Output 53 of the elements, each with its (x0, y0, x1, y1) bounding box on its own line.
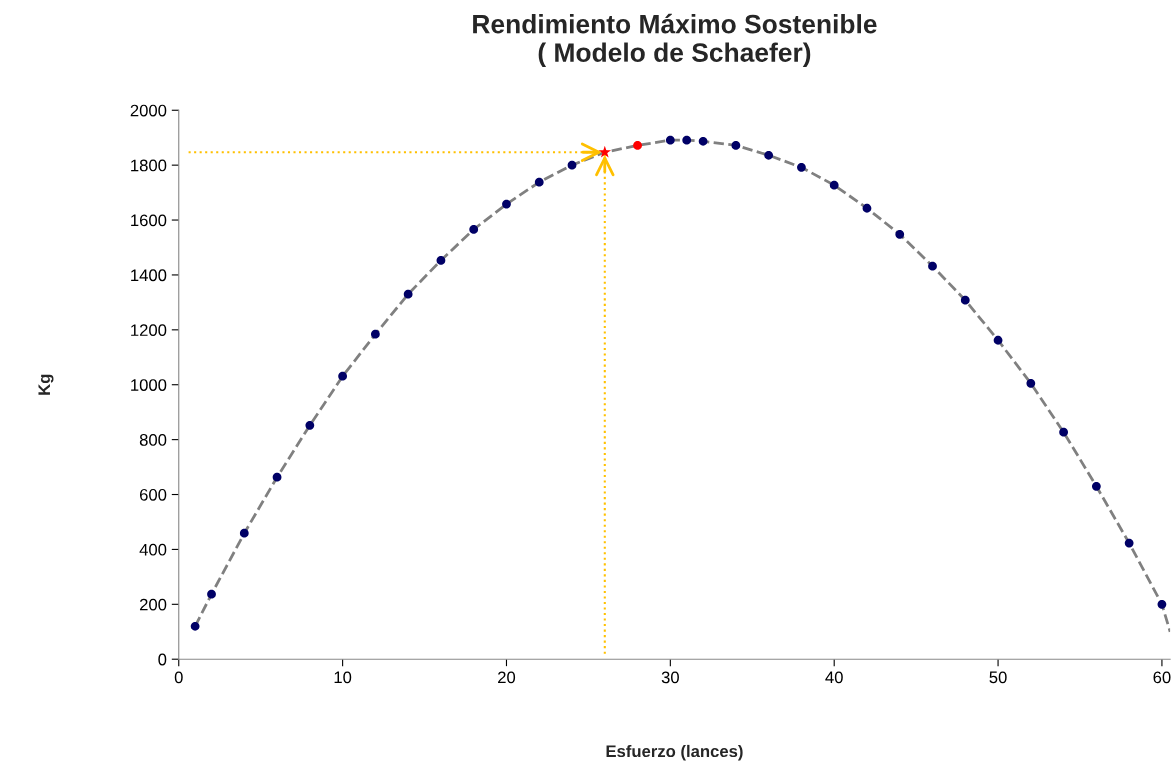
point (305, 420, 315, 430)
point (567, 160, 577, 170)
x-tick-label: 0 (174, 671, 183, 684)
point (534, 177, 544, 187)
point (1059, 427, 1068, 437)
point (598, 145, 612, 158)
point (682, 135, 692, 145)
y-tick-label: 200 (139, 598, 167, 611)
point (665, 135, 675, 145)
point (371, 329, 380, 339)
y-tick-label: 400 (139, 543, 167, 556)
y-tick-label: 0 (158, 653, 167, 666)
point (207, 589, 216, 599)
y-tick-label: 2000 (130, 104, 167, 117)
x-tick-label: 40 (825, 671, 843, 684)
y-tick-label: 1800 (131, 159, 167, 172)
x-tick-label: 30 (661, 671, 679, 684)
x-tick-label: 10 (334, 671, 352, 684)
point (338, 371, 348, 381)
point (1157, 599, 1167, 609)
point (797, 162, 806, 172)
y-tick-label: 600 (139, 488, 167, 501)
x-tick-label: 50 (989, 671, 1007, 684)
point (928, 261, 937, 271)
point (1124, 538, 1134, 548)
point (190, 621, 200, 631)
point (1091, 481, 1101, 491)
point (403, 289, 413, 299)
point (829, 180, 839, 190)
chart-title: Rendimiento Máximo Sostenible ( Modelo de Schaefer) (473, 13, 877, 68)
y-tick-label: 1400 (131, 269, 167, 282)
point (436, 256, 446, 265)
point (272, 472, 282, 482)
point (862, 203, 872, 213)
point (633, 140, 642, 150)
y-tick-label: 1000 (131, 379, 167, 391)
point (1026, 378, 1036, 388)
point (239, 528, 249, 538)
y-tick-label: 1200 (131, 324, 167, 337)
y-axis-title: Kg (38, 374, 54, 395)
point (731, 140, 741, 150)
y-tick-label: 1600 (131, 214, 167, 227)
y-tick-label: 800 (139, 434, 167, 446)
x-tick-label: 60 (1153, 671, 1171, 684)
x-axis-title: Esfuerzo (lances) (606, 744, 743, 761)
point (698, 136, 708, 146)
point (469, 224, 479, 234)
point (895, 229, 905, 239)
point (960, 295, 970, 305)
point (993, 335, 1003, 345)
point (502, 199, 511, 209)
x-tick-label: 20 (498, 671, 516, 684)
point (764, 150, 774, 160)
